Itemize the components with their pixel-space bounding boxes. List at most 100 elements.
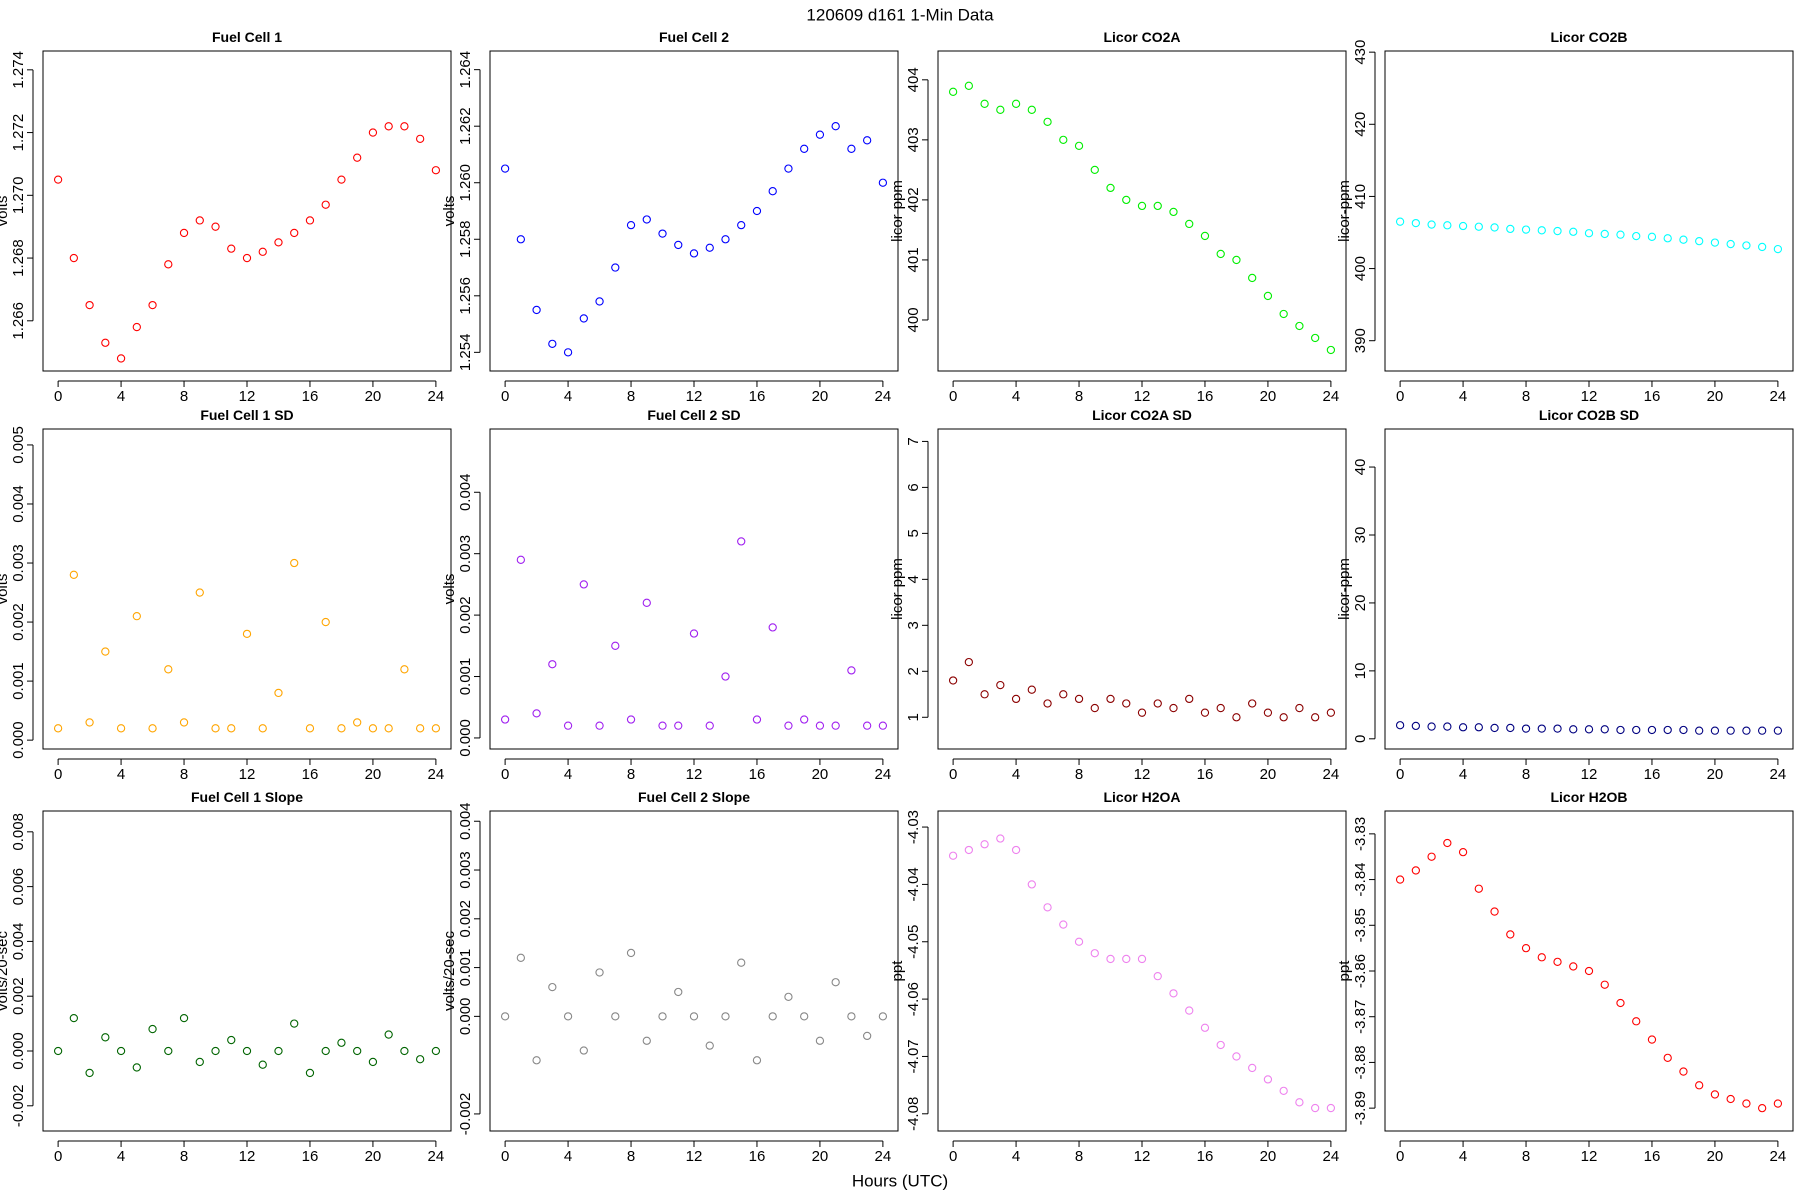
data-point [595,968,604,977]
data-point [1553,226,1562,236]
x-tick-label: 0 [54,388,62,405]
x-tick-label: 16 [302,1148,319,1165]
data-point [1553,957,1562,967]
data-point [1490,223,1499,232]
plot-frame [937,50,1347,372]
x-tick-label: 8 [1075,766,1083,783]
y-tick-label: 0.004 [10,485,27,523]
x-tick-label: 24 [1323,1148,1340,1165]
data-point [1443,221,1452,230]
data-point [1216,703,1225,713]
y-tick-label: 0.000 [10,1032,27,1070]
data-point [1027,105,1036,114]
data-point [658,1012,667,1021]
data-point [1521,225,1531,234]
data-point [1090,949,1099,958]
x-tick-label: 20 [1260,766,1277,783]
x-tick-label: 20 [812,388,829,405]
data-point [1279,713,1288,722]
plot-frame [489,428,899,750]
y-tick-label: 0.001 [457,949,474,987]
data-point [1137,201,1147,211]
data-point [1310,333,1320,343]
data-point [337,175,346,184]
y-tick-label: -4.08 [905,1097,922,1131]
data-point [1742,1099,1751,1108]
y-tick-label: 0.005 [10,426,27,464]
y-axis-label: volts [0,196,11,227]
data-point [1757,242,1767,252]
data-point [721,1012,730,1021]
data-point [1569,962,1578,971]
data-point [1106,954,1115,964]
panel-title: Fuel Cell 2 [659,29,729,45]
data-point [579,580,588,589]
data-point [69,253,79,263]
data-point [1647,725,1657,735]
x-tick-label: 12 [1134,1148,1151,1165]
data-point [1074,141,1084,151]
y-tick-label: 1.266 [10,302,27,340]
y-tick-label: 20 [1352,595,1369,612]
data-point [1710,1090,1720,1099]
y-tick-label: 40 [1352,459,1369,476]
y-tick-label: 30 [1352,527,1369,544]
data-point [964,81,974,90]
x-tick-label: 20 [365,1148,382,1165]
data-point [1458,221,1468,231]
y-tick-label: 401 [905,247,922,272]
x-tick-label: 8 [627,388,635,405]
y-tick-label: 1.260 [457,164,474,202]
data-point [1632,1017,1641,1026]
data-point [674,987,683,997]
plot-frame [42,810,452,1132]
data-point [1427,852,1436,861]
data-point [1263,291,1273,301]
x-tick-label: 0 [1396,1148,1404,1165]
data-point [400,1046,409,1056]
x-tick-label: 4 [117,1148,125,1165]
data-point [1663,725,1672,735]
data-point [563,348,573,357]
plot-frame [489,810,899,1132]
data-point [211,1046,220,1056]
data-point [831,978,840,987]
x-tick-label: 16 [1644,388,1661,405]
data-point [595,721,604,730]
data-point [353,153,362,162]
x-tick-label: 8 [180,766,188,783]
x-tick-label: 20 [1260,1148,1277,1165]
data-point [337,1038,346,1047]
data-point [85,300,94,310]
y-axis-label: volts/20-sec [441,930,458,1011]
x-tick-label: 0 [501,766,509,783]
x-tick-label: 24 [1770,766,1787,783]
data-point [768,1012,777,1021]
x-tick-label: 12 [686,1148,703,1165]
data-point [1458,847,1468,857]
y-tick-label: 0.000 [457,998,474,1036]
data-point [516,555,526,564]
data-point [258,1060,267,1069]
data-point [658,229,667,238]
data-point [1122,954,1131,964]
y-tick-label: 1.272 [10,114,27,152]
data-point [148,300,157,310]
data-point [1295,1098,1304,1107]
data-point [290,1019,299,1028]
data-point [1279,1086,1288,1096]
y-tick-label: 0.002 [457,596,474,634]
y-tick-label: 7 [905,437,922,445]
y-tick-label: 1.256 [457,277,474,315]
data-point [689,249,699,258]
plot-frame [1384,428,1794,750]
y-tick-label: -0.002 [10,1085,27,1128]
data-point [1248,699,1257,708]
data-point [996,105,1005,114]
data-point [1137,954,1147,964]
data-point [290,228,299,238]
x-tick-label: 16 [1197,1148,1214,1165]
data-point [642,598,651,607]
data-point [1043,117,1052,126]
data-point [1232,713,1241,722]
